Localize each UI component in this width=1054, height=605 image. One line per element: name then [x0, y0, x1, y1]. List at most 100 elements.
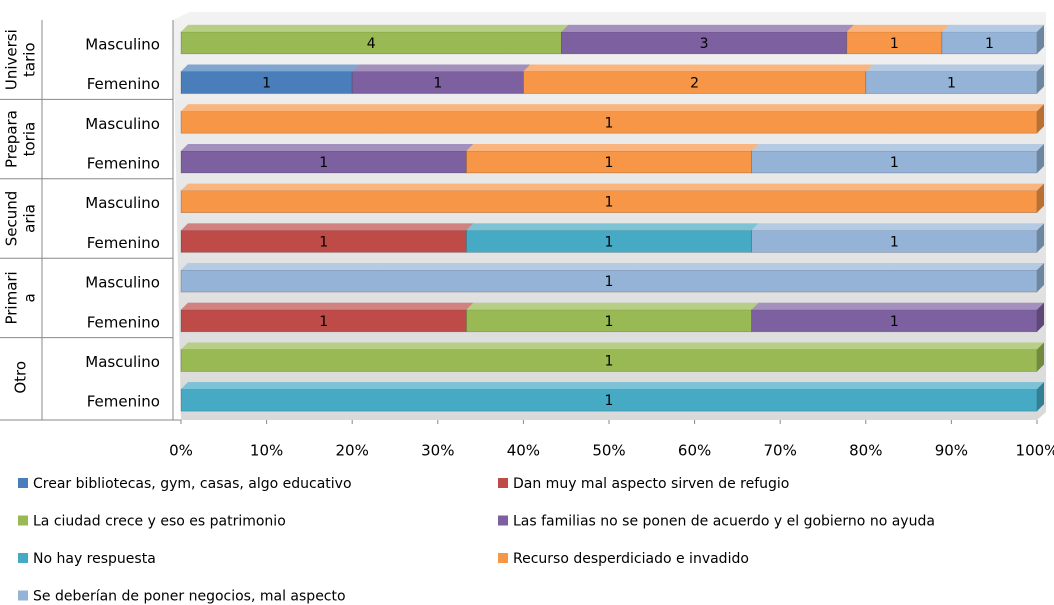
bar-side-shade — [1037, 263, 1044, 293]
bar-top — [181, 104, 1044, 112]
y-tick-label: Femenino — [87, 234, 160, 252]
bar-side-shade — [1037, 64, 1044, 94]
bar-top — [751, 302, 1044, 310]
x-tick-label: 0% — [169, 442, 193, 460]
data-label: 1 — [605, 314, 614, 330]
bar-side-shade — [1037, 382, 1044, 412]
legend-swatch — [18, 590, 28, 601]
legend-swatch — [498, 553, 508, 563]
bar-top-shade — [181, 143, 474, 151]
data-label: 1 — [605, 195, 614, 211]
bar-side — [1037, 342, 1044, 372]
bar-top-shade — [751, 223, 1044, 231]
bar-top-shade — [181, 24, 569, 32]
bar-top-shade — [352, 64, 531, 72]
bar-top — [846, 24, 949, 32]
y-tick-label: Masculino — [85, 115, 160, 133]
data-label: 1 — [605, 234, 614, 250]
data-label: 1 — [890, 36, 899, 52]
legend-label: No hay respuesta — [33, 551, 156, 567]
y-tick-label: Masculino — [85, 194, 160, 212]
legend-label: Crear bibliotecas, gym, casas, algo educ… — [33, 476, 352, 492]
bar-top-shade — [751, 302, 1044, 310]
bar-top — [865, 64, 1044, 72]
data-label: 2 — [690, 76, 699, 92]
legend-label: Se deberían de poner negocios, mal aspec… — [33, 589, 346, 605]
data-label: 4 — [367, 36, 376, 52]
bar-top-shade — [181, 64, 360, 72]
data-label: 1 — [605, 353, 614, 369]
legend-label: Dan muy mal aspecto sirven de refugio — [513, 476, 789, 492]
bar-side-shade — [1037, 24, 1044, 54]
bar-top — [181, 64, 360, 72]
data-label: 1 — [947, 76, 956, 92]
data-label: 3 — [700, 36, 709, 52]
bar-side-shade — [1037, 342, 1044, 372]
x-tick-label: 10% — [250, 442, 283, 460]
group-label: tario — [21, 42, 39, 77]
x-tick-label: 50% — [592, 442, 625, 460]
group-label: a — [21, 293, 39, 302]
data-label: 1 — [262, 76, 271, 92]
data-label: 1 — [605, 115, 614, 131]
bar-top — [181, 263, 1044, 271]
bar-top — [181, 183, 1044, 191]
bar-top — [941, 24, 1044, 32]
x-tick-label: 40% — [507, 442, 540, 460]
bar-side-shade — [1037, 104, 1044, 134]
bar-top-shade — [466, 302, 759, 310]
group-label: Prepara — [3, 110, 21, 168]
bar-top — [181, 24, 569, 32]
x-tick-label: 30% — [421, 442, 454, 460]
data-label: 1 — [605, 274, 614, 290]
bar-side-shade — [1037, 302, 1044, 332]
data-label: 1 — [605, 155, 614, 171]
x-tick-label: 80% — [849, 442, 882, 460]
bar-side — [1037, 143, 1044, 173]
data-label: 1 — [890, 234, 899, 250]
bar-top — [523, 64, 873, 72]
legend-label: Recurso desperdiciado e invadido — [513, 551, 749, 567]
x-tick-label: 70% — [764, 442, 797, 460]
x-tick-label: 100% — [1016, 442, 1054, 460]
legend-swatch — [498, 515, 508, 526]
bar-top — [466, 223, 759, 231]
bar-top — [181, 302, 474, 310]
data-label: 1 — [433, 76, 442, 92]
bar-top-shade — [181, 342, 1044, 350]
y-tick-label: Masculino — [85, 274, 160, 292]
bar-top — [751, 143, 1044, 151]
data-label: 1 — [319, 314, 328, 330]
y-tick-label: Masculino — [85, 353, 160, 371]
x-tick-label: 20% — [336, 442, 369, 460]
bar-side — [1037, 104, 1044, 134]
y-tick-label: Masculino — [85, 35, 160, 53]
bar-top-shade — [523, 64, 873, 72]
bar-top — [352, 64, 531, 72]
legend-label: La ciudad crece y eso es patrimonio — [33, 514, 286, 530]
bar-top — [181, 342, 1044, 350]
bar-top-shade — [181, 382, 1044, 390]
bar-top — [466, 302, 759, 310]
legend-swatch — [18, 478, 28, 488]
y-tick-label: Femenino — [87, 154, 160, 172]
legend-swatch — [498, 478, 508, 488]
bar-top — [181, 143, 474, 151]
legend-swatch — [18, 553, 28, 563]
bar-top-shade — [466, 143, 759, 151]
bar-top-shade — [181, 302, 474, 310]
bar-side — [1037, 24, 1044, 54]
bar-top-shade — [466, 223, 759, 231]
y-tick-label: Femenino — [87, 393, 160, 411]
bar-top-shade — [181, 183, 1044, 191]
group-label: Universi — [3, 29, 21, 90]
data-label: 1 — [605, 393, 614, 409]
data-label: 1 — [319, 155, 328, 171]
bar-side — [1037, 223, 1044, 253]
bar-side-shade — [1037, 223, 1044, 253]
bar-top-shade — [181, 104, 1044, 112]
bar-top — [181, 382, 1044, 390]
group-label: Secund — [3, 191, 21, 247]
bar-side — [1037, 183, 1044, 213]
